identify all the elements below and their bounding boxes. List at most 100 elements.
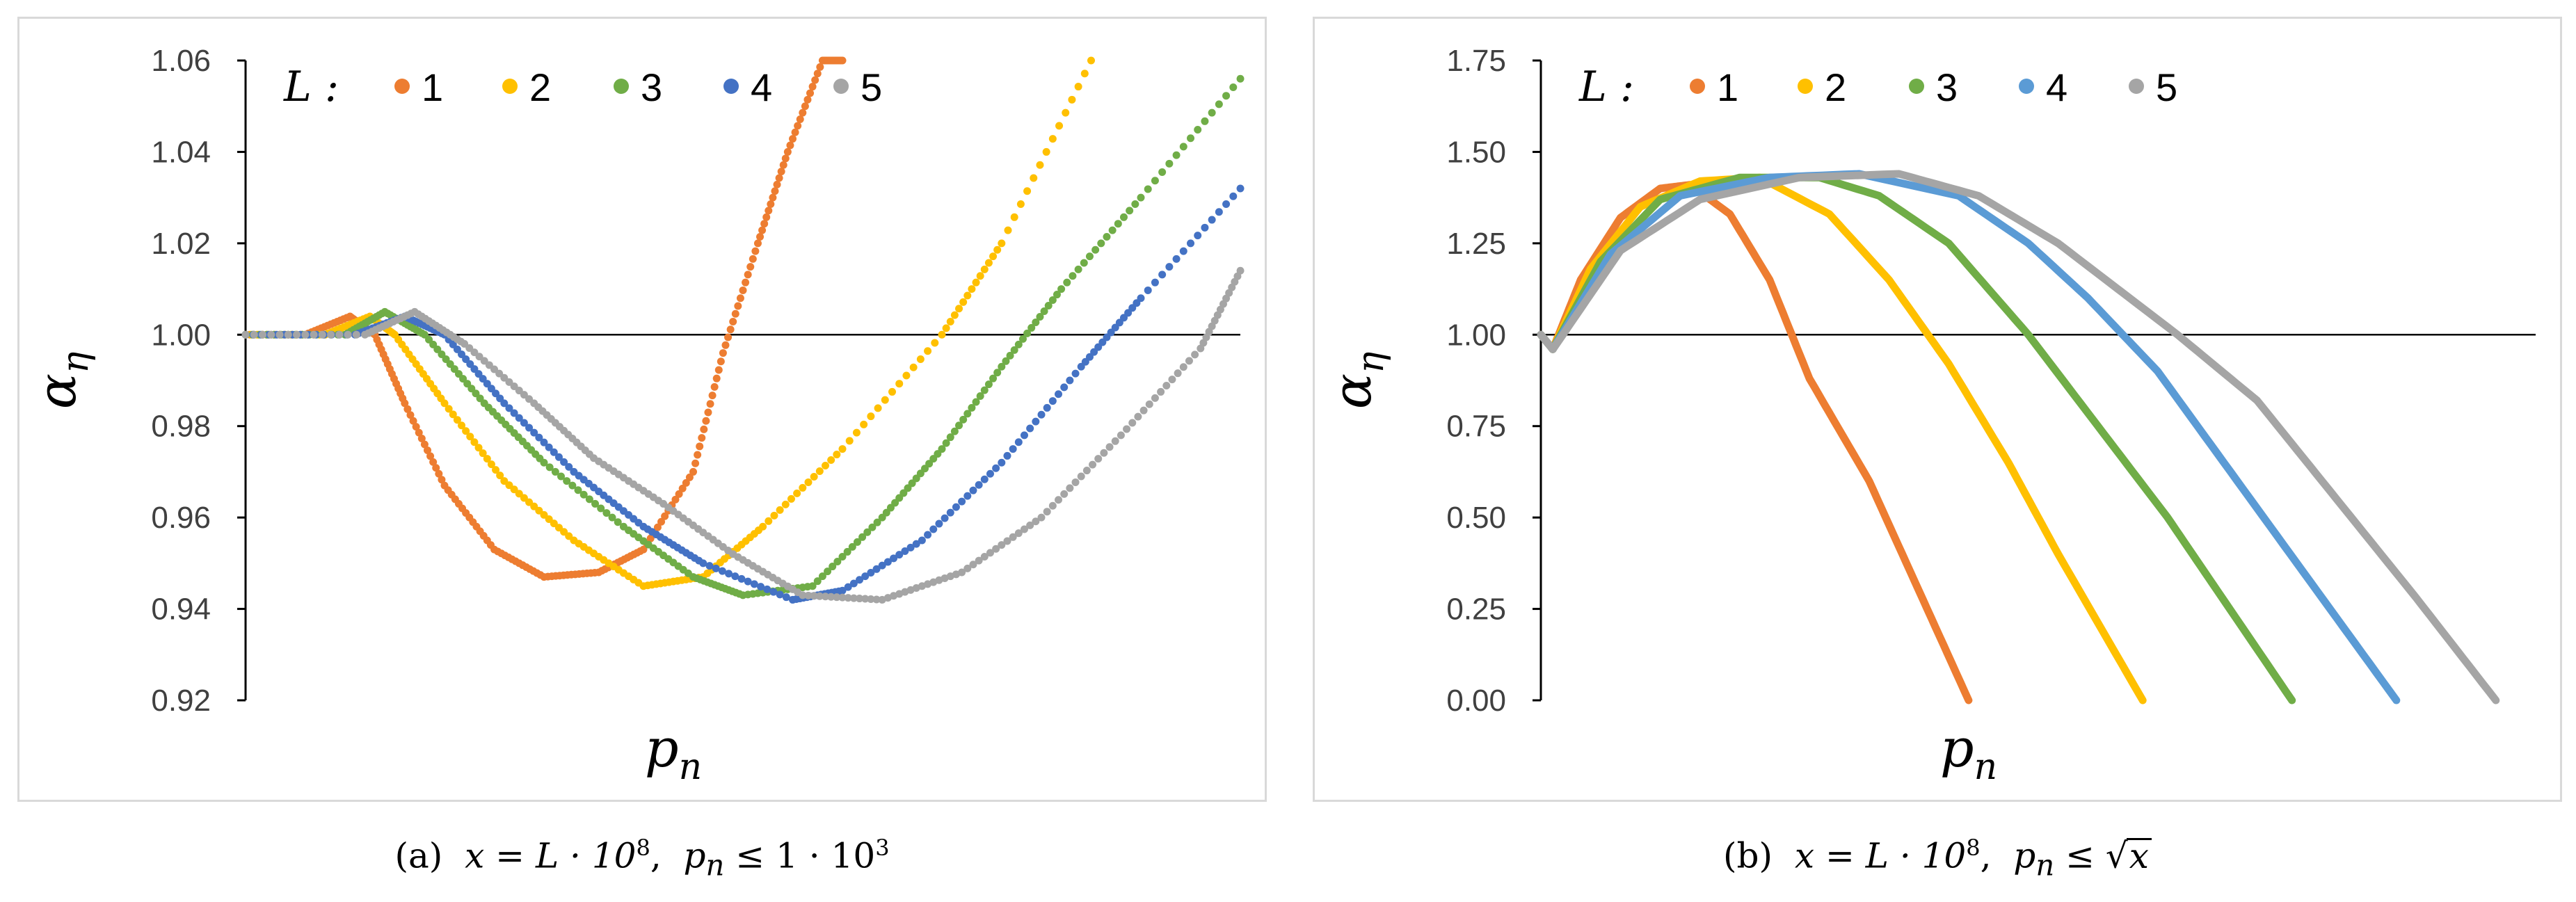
data-point <box>765 517 773 525</box>
data-point <box>485 361 493 369</box>
data-point <box>779 161 787 169</box>
data-point <box>1074 265 1082 273</box>
chart-b-svg: 0.00 0.25 0.50 0.75 1.00 1.25 1.50 1.75 L : 1 2 3 4 5… <box>1321 44 2536 788</box>
data-point <box>969 561 977 569</box>
data-point <box>1066 484 1074 492</box>
data-point <box>1048 501 1057 510</box>
data-point <box>423 446 431 454</box>
data-point <box>736 294 744 303</box>
data-point <box>1103 232 1111 241</box>
data-point <box>950 311 959 319</box>
data-point <box>525 395 534 403</box>
data-point <box>762 213 771 221</box>
data-point <box>435 469 443 478</box>
data-point <box>1089 460 1097 469</box>
data-point <box>895 551 904 559</box>
y-tick-label: 0.96 <box>151 501 211 535</box>
series-5 <box>1537 170 2500 704</box>
data-point <box>495 369 504 378</box>
data-point <box>1151 278 1159 287</box>
data-point <box>1002 357 1010 365</box>
caption-a-p: p <box>683 835 706 876</box>
data-point <box>890 554 898 563</box>
data-point <box>1131 200 1139 209</box>
data-point <box>833 558 842 566</box>
data-point <box>980 386 989 394</box>
y-tick-label: 0.50 <box>1446 501 1506 535</box>
data-point <box>449 410 457 419</box>
data-point <box>505 481 513 490</box>
data-point <box>946 508 954 517</box>
data-point <box>699 559 707 567</box>
data-point <box>500 399 509 408</box>
series-line <box>1537 173 2147 704</box>
legend-label: 3 <box>641 65 662 109</box>
data-point <box>756 232 765 241</box>
data-point <box>799 108 807 117</box>
data-point <box>505 378 513 386</box>
data-point <box>1165 159 1174 168</box>
data-point <box>525 424 534 432</box>
data-point <box>462 427 470 435</box>
data-point <box>492 466 500 474</box>
legend-label: 5 <box>2156 65 2177 109</box>
data-point <box>737 574 746 583</box>
data-point <box>1043 508 1051 516</box>
data-point <box>574 486 582 494</box>
data-point <box>1018 335 1027 343</box>
data-point <box>466 433 474 441</box>
y-tick-label: 1.04 <box>151 135 211 169</box>
data-point <box>487 460 495 469</box>
data-point <box>675 490 683 498</box>
data-point <box>969 486 977 494</box>
y-tick-label: 1.02 <box>151 227 211 261</box>
data-point <box>815 467 824 475</box>
data-point <box>895 380 904 388</box>
data-point <box>1071 369 1080 378</box>
data-point <box>751 247 760 255</box>
data-point <box>1048 397 1057 405</box>
data-point <box>530 502 538 510</box>
data-point <box>550 520 558 528</box>
caption-b-label: (b) <box>1723 835 1773 876</box>
legend: L : 1 2 3 4 5 <box>1578 63 2177 111</box>
data-point <box>1077 472 1085 481</box>
data-point <box>1042 147 1050 156</box>
data-point <box>1151 394 1159 402</box>
data-point <box>808 582 817 590</box>
data-point <box>579 490 588 499</box>
data-point <box>731 572 739 581</box>
data-point <box>1201 117 1209 125</box>
data-point <box>706 400 714 408</box>
x-axis-title-subscript: n <box>679 746 703 788</box>
data-point <box>989 374 998 382</box>
caption-b-p: p <box>2013 835 2036 876</box>
data-point <box>554 453 563 461</box>
data-point <box>1032 517 1040 526</box>
data-point <box>275 330 284 339</box>
data-point <box>1032 318 1040 326</box>
caption-a-x-exp: 8 <box>636 835 650 861</box>
data-point <box>1174 369 1182 378</box>
data-point <box>901 547 909 555</box>
data-point <box>500 477 509 485</box>
data-point <box>250 330 258 339</box>
data-point <box>799 483 807 492</box>
data-point <box>1168 376 1176 384</box>
data-point <box>950 427 959 435</box>
data-point <box>1063 278 1071 287</box>
data-point <box>1016 200 1025 209</box>
data-point <box>775 174 783 182</box>
series-2 <box>1537 173 2147 704</box>
data-point <box>1009 533 1017 541</box>
legend-label: 1 <box>422 65 443 109</box>
data-point <box>1215 208 1223 216</box>
data-point <box>794 122 802 130</box>
data-point <box>813 577 822 586</box>
data-point <box>602 509 611 517</box>
legend-label: 4 <box>751 65 772 109</box>
data-point <box>1119 213 1128 221</box>
data-point <box>712 374 721 382</box>
data-point <box>704 408 712 417</box>
data-point <box>426 452 435 460</box>
